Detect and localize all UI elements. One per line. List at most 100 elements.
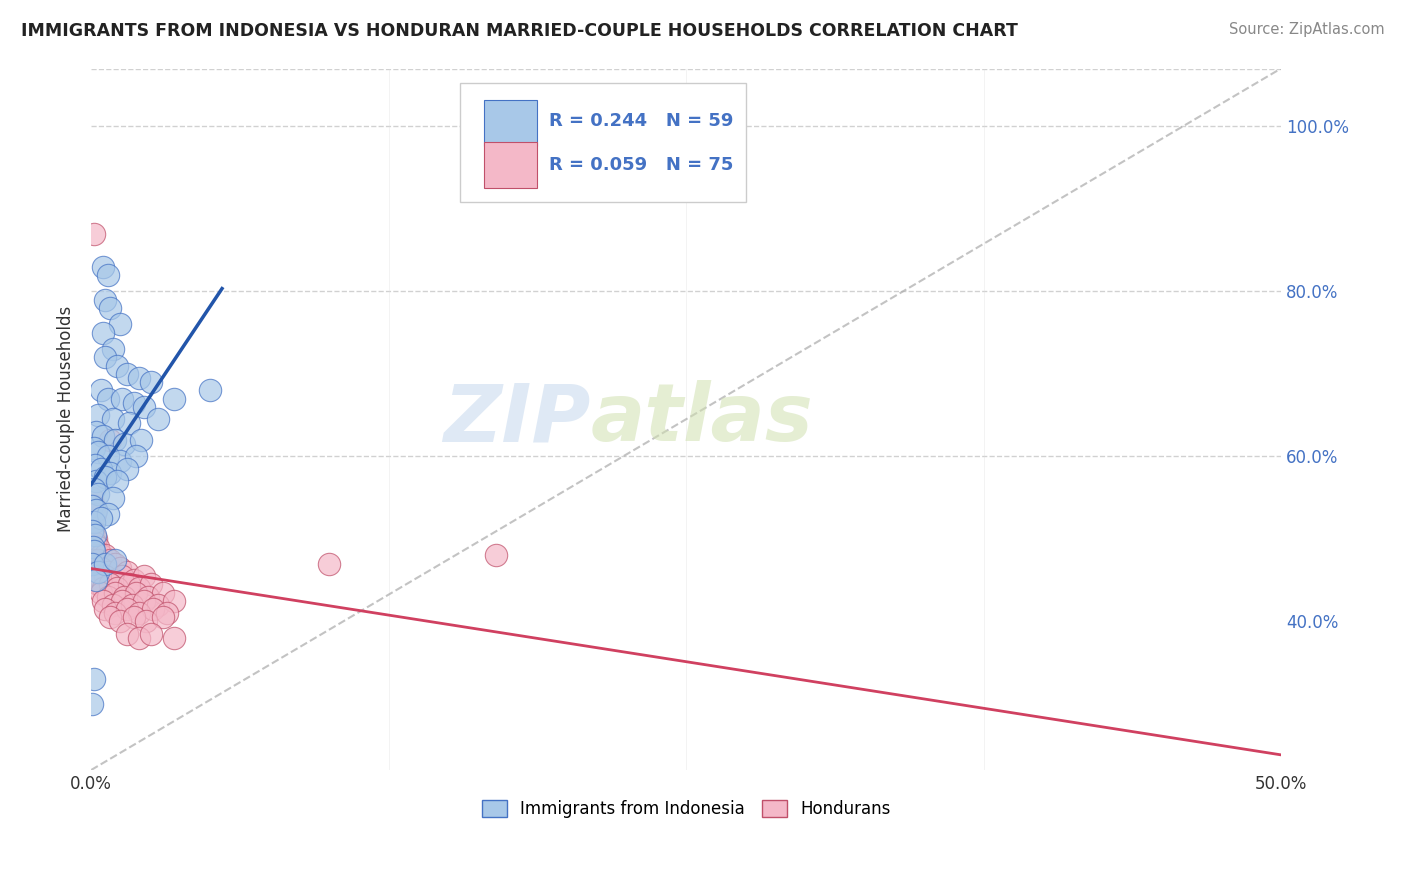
Point xyxy=(84,544,107,558)
Point xyxy=(98,301,121,315)
Point xyxy=(146,412,169,426)
Point xyxy=(104,606,127,620)
Point xyxy=(121,598,143,612)
Point xyxy=(87,577,110,591)
Point xyxy=(83,507,105,521)
Point xyxy=(94,557,117,571)
Y-axis label: Married-couple Households: Married-couple Households xyxy=(58,306,75,533)
Point xyxy=(82,516,104,530)
FancyBboxPatch shape xyxy=(460,83,745,202)
Point xyxy=(83,516,105,530)
Point xyxy=(87,486,110,500)
Point xyxy=(82,524,104,538)
Point xyxy=(101,491,124,505)
Point xyxy=(97,392,120,406)
Point xyxy=(97,268,120,282)
Point xyxy=(198,384,221,398)
Point xyxy=(115,602,138,616)
Point xyxy=(84,532,107,546)
Point xyxy=(97,450,120,464)
Point xyxy=(84,474,107,488)
Point xyxy=(115,462,138,476)
Point xyxy=(87,408,110,422)
Point xyxy=(111,392,134,406)
Point xyxy=(83,557,105,571)
Point xyxy=(135,615,157,629)
Point xyxy=(98,610,121,624)
Point xyxy=(128,606,150,620)
Point xyxy=(91,326,114,340)
Point xyxy=(139,627,162,641)
Point xyxy=(90,549,112,563)
Point xyxy=(105,474,128,488)
Point xyxy=(118,417,141,431)
Point xyxy=(84,569,107,583)
Point xyxy=(97,507,120,521)
Point xyxy=(128,631,150,645)
Point xyxy=(91,582,114,596)
Point xyxy=(82,557,104,571)
Point xyxy=(83,672,105,686)
Point xyxy=(83,536,105,550)
Point xyxy=(83,227,105,241)
Point xyxy=(118,577,141,591)
Point xyxy=(98,552,121,566)
Point xyxy=(87,445,110,459)
Point xyxy=(104,585,127,599)
Point xyxy=(94,569,117,583)
Point xyxy=(97,590,120,604)
Point xyxy=(83,483,105,497)
Point xyxy=(90,561,112,575)
Point xyxy=(125,585,148,599)
Point xyxy=(139,577,162,591)
Point xyxy=(91,594,114,608)
Point xyxy=(83,458,105,472)
FancyBboxPatch shape xyxy=(484,100,537,145)
Point xyxy=(108,318,131,332)
Point xyxy=(152,610,174,624)
Point xyxy=(128,582,150,596)
Point xyxy=(94,293,117,307)
Point xyxy=(132,569,155,583)
Point xyxy=(90,511,112,525)
Text: ZIP: ZIP xyxy=(443,380,591,458)
Point xyxy=(163,392,186,406)
Point xyxy=(84,503,107,517)
Point xyxy=(98,433,121,447)
Point xyxy=(108,453,131,467)
Point xyxy=(84,425,107,439)
Point xyxy=(84,565,107,579)
Point xyxy=(132,400,155,414)
Point xyxy=(97,565,120,579)
Point xyxy=(90,462,112,476)
Point xyxy=(152,585,174,599)
Point xyxy=(163,631,186,645)
Point xyxy=(87,552,110,566)
Point xyxy=(132,594,155,608)
Point xyxy=(83,549,105,563)
Point xyxy=(318,557,340,571)
Point xyxy=(83,441,105,455)
Point xyxy=(115,565,138,579)
Point xyxy=(146,598,169,612)
Point xyxy=(87,565,110,579)
Point xyxy=(122,396,145,410)
Point xyxy=(84,573,107,587)
Point xyxy=(91,260,114,274)
Point xyxy=(136,590,159,604)
Point xyxy=(156,606,179,620)
Point xyxy=(485,549,508,563)
Point xyxy=(94,602,117,616)
Point xyxy=(108,561,131,575)
Point xyxy=(82,540,104,554)
Point xyxy=(90,384,112,398)
Text: atlas: atlas xyxy=(591,380,814,458)
Point xyxy=(94,351,117,365)
Point xyxy=(101,598,124,612)
Point xyxy=(82,499,104,513)
Point xyxy=(105,582,128,596)
Point xyxy=(101,342,124,356)
Point xyxy=(163,594,186,608)
Point xyxy=(82,552,104,566)
Point xyxy=(139,375,162,389)
